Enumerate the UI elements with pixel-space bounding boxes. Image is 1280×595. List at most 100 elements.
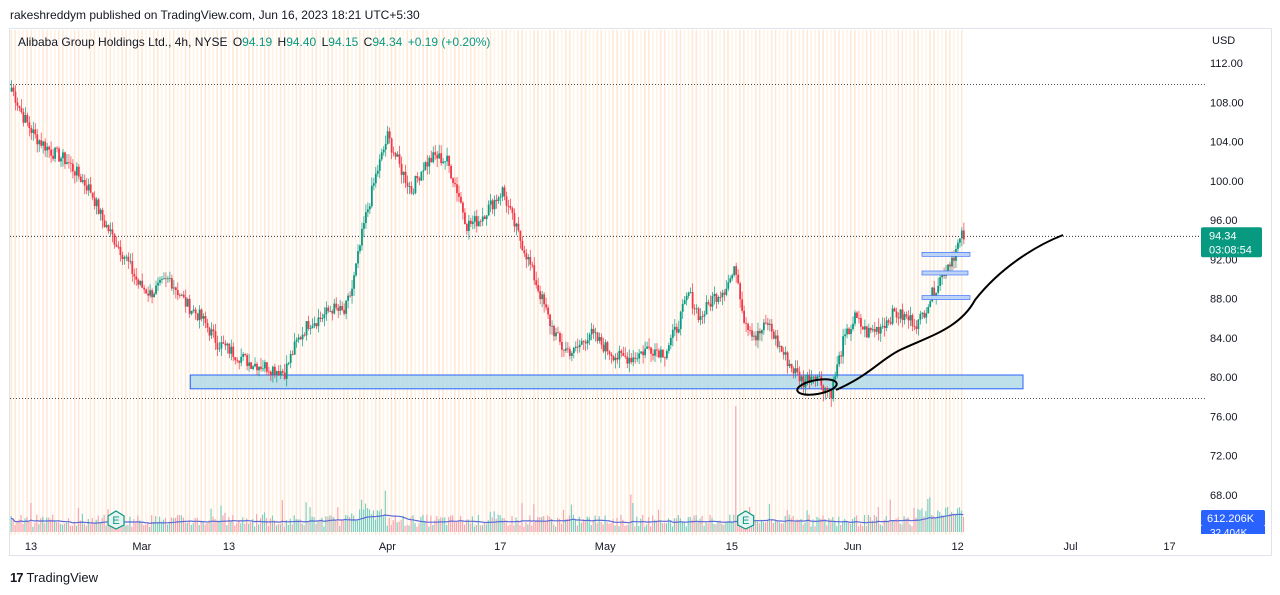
candle-body: [798, 371, 801, 382]
low-label: L: [321, 35, 329, 49]
session-stripe: [703, 30, 706, 535]
volume-bar: [351, 513, 353, 532]
volume-bar: [665, 523, 668, 532]
session-stripe: [224, 30, 226, 535]
session-stripe: [382, 30, 385, 535]
volume-bar: [612, 519, 614, 532]
price-tick-label: 76.00: [1210, 411, 1238, 423]
candle-body: [196, 313, 199, 321]
candle-body: [226, 343, 229, 346]
candle-body: [667, 345, 670, 352]
volume-bar: [456, 522, 458, 532]
volume-tag: [1201, 510, 1265, 526]
volume-bar: [507, 525, 509, 532]
volume-bar: [636, 516, 638, 532]
session-stripe: [949, 30, 951, 535]
candle-body: [539, 291, 542, 300]
volume-bar: [305, 502, 307, 532]
candle-body: [551, 325, 553, 327]
session-stripe: [568, 30, 571, 535]
candle-body: [527, 256, 530, 260]
candle-body: [404, 171, 407, 183]
volume-bar: [321, 517, 323, 532]
volume-bar: [438, 519, 440, 532]
candle-body: [60, 158, 62, 162]
candle-body: [351, 288, 353, 296]
volume-bar: [248, 523, 250, 532]
candle-body: [440, 153, 443, 164]
session-stripe: [667, 30, 670, 535]
footer-branding[interactable]: 17 TradingView: [10, 570, 98, 585]
session-stripe: [208, 30, 211, 535]
session-stripe: [81, 30, 84, 535]
session-stripe: [390, 30, 393, 535]
session-stripe: [446, 30, 448, 535]
session-stripe: [26, 30, 28, 535]
volume-bar: [67, 518, 70, 532]
volume-bar: [529, 515, 531, 532]
volume-bar: [754, 520, 757, 532]
candle-body: [378, 159, 381, 171]
volume-profile-bar: [921, 252, 971, 257]
price-tick-label: 96.00: [1210, 215, 1238, 227]
session-stripe: [14, 30, 17, 535]
volume-bar: [366, 508, 369, 532]
session-stripe: [54, 30, 56, 535]
candle-body: [778, 345, 781, 347]
candle-body: [234, 357, 237, 361]
candle-body: [121, 255, 124, 259]
candle-body: [717, 297, 720, 302]
candle-body: [725, 288, 728, 295]
session-stripe: [501, 30, 504, 535]
candle-body: [489, 200, 492, 205]
session-stripe: [343, 30, 345, 535]
time-tick-label: 17: [1163, 541, 1175, 553]
candle-body: [741, 299, 744, 311]
candle-body: [208, 327, 211, 336]
volume-bar: [434, 520, 436, 532]
session-stripe: [153, 30, 155, 535]
volume-bar: [34, 522, 36, 532]
volume-bar: [545, 521, 547, 532]
volume-bar: [642, 514, 644, 532]
volume-bar: [699, 518, 701, 532]
volume-bar: [301, 523, 303, 532]
candle-body: [856, 312, 858, 318]
session-stripe: [477, 30, 480, 535]
candle-body: [483, 216, 486, 220]
session-stripe: [339, 30, 341, 535]
volume-bar: [594, 515, 596, 532]
volume-bar: [927, 498, 929, 532]
volume-bar: [273, 520, 276, 532]
session-stripe: [960, 30, 963, 535]
session-stripe: [212, 30, 215, 535]
candle-body: [800, 376, 803, 382]
volume-bar: [756, 521, 759, 532]
candle-body: [151, 290, 153, 298]
volume-bar: [935, 517, 937, 532]
candle-body: [446, 155, 448, 162]
session-stripe: [560, 30, 563, 535]
publisher-header: rakeshreddym published on TradingView.co…: [10, 8, 420, 22]
session-stripe: [34, 30, 36, 535]
candle-body: [565, 348, 567, 351]
volume-bar: [299, 519, 301, 532]
candle-body: [62, 152, 64, 159]
volume-bar: [832, 517, 834, 532]
tradingview-brand: TradingView: [26, 570, 99, 585]
volume-bar: [535, 520, 537, 532]
candle-body: [592, 328, 595, 334]
time-tick-label: Mar: [132, 541, 151, 553]
candle-body: [301, 334, 304, 340]
session-stripe: [386, 30, 389, 535]
candle-body: [523, 250, 526, 254]
volume-bar: [719, 520, 721, 532]
candle-body: [327, 307, 330, 312]
session-stripe: [77, 30, 80, 535]
candle-body: [210, 329, 213, 336]
session-stripe: [335, 30, 337, 535]
volume-bar: [824, 519, 826, 532]
volume-bar: [941, 514, 943, 532]
volume-bar: [176, 515, 179, 532]
